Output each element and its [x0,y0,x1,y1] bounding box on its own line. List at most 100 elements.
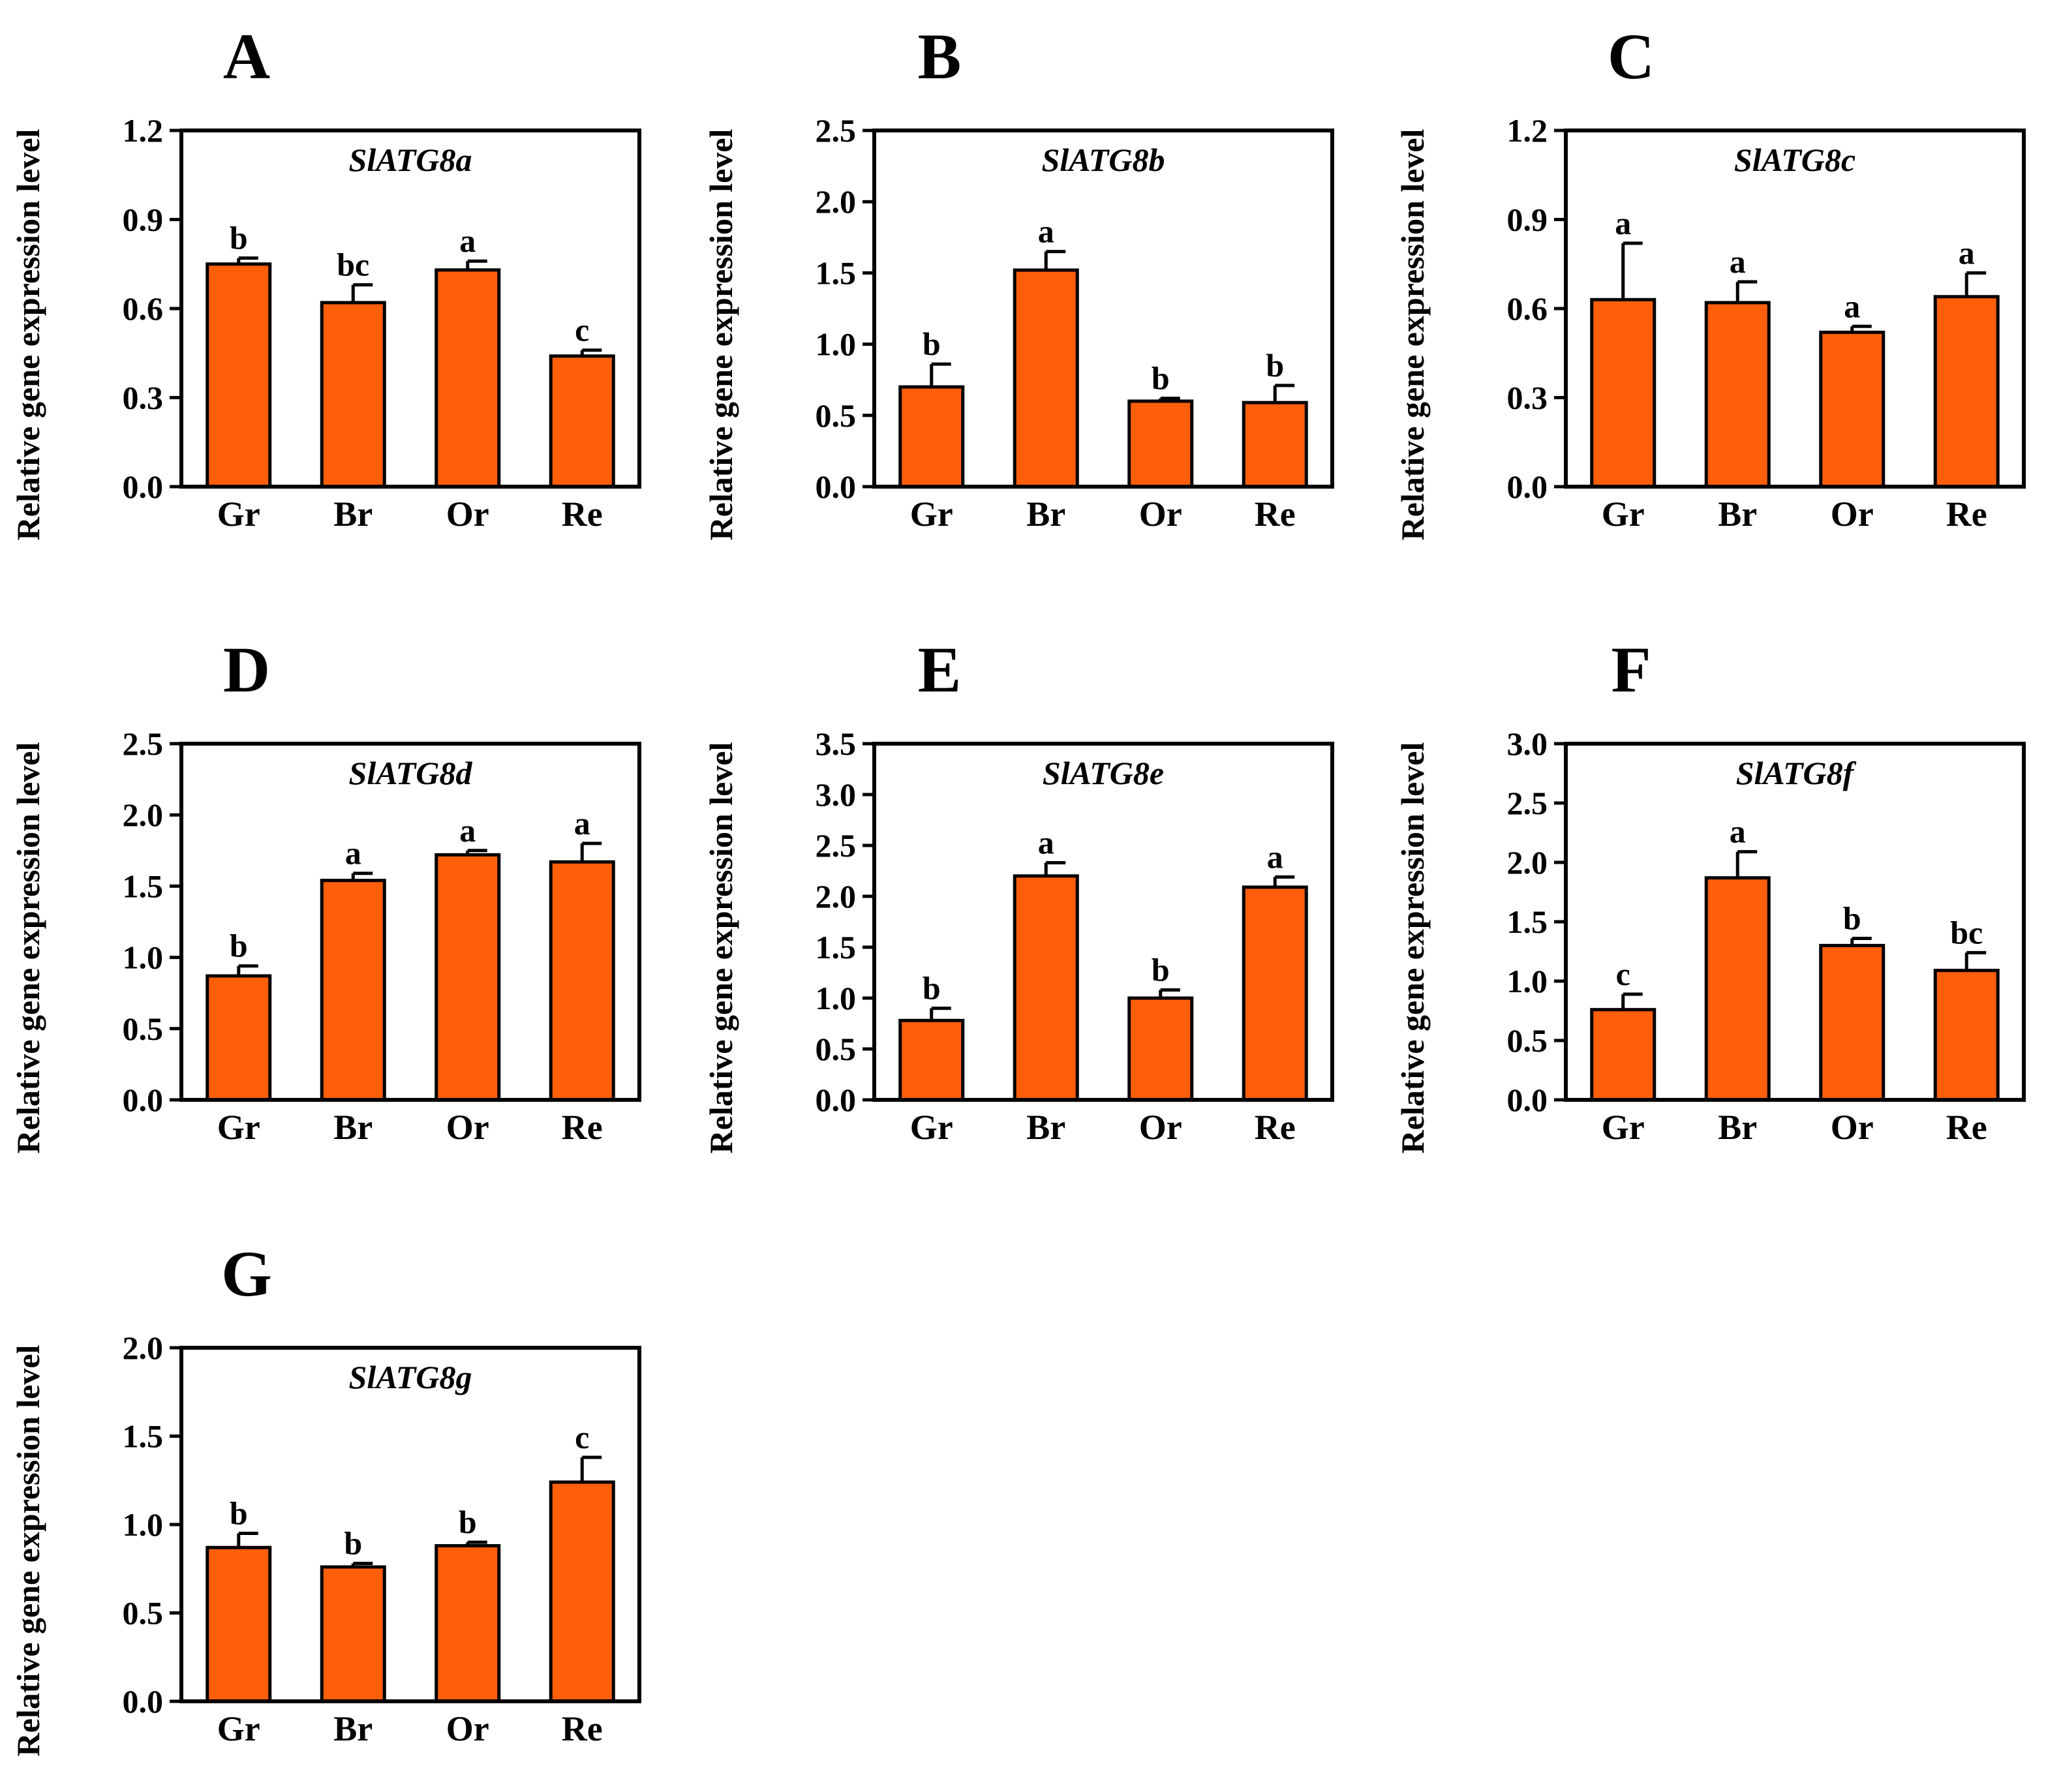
y-tick-label: 0.3 [1507,380,1548,416]
y-tick-label: 2.5 [123,725,164,762]
y-tick-label: 2.0 [1507,844,1548,881]
panel-letter: F [1611,633,1651,706]
bar-or [435,853,501,1102]
x-tick-label: Or [1139,494,1182,534]
significance-label: b [1843,900,1861,936]
x-tick-label: Or [1831,494,1874,534]
x-tick-label: Br [1718,1108,1757,1147]
x-tick-label: Br [1026,1108,1065,1147]
chart-title: SlATG8d [349,755,473,791]
chart-title: SlATG8e [1043,755,1164,791]
y-axis-title: Relative gene expression level [1394,129,1431,540]
y-tick-label: 1.5 [123,868,164,904]
y-tick-label: 2.0 [816,183,857,220]
significance-label: c [575,312,589,348]
significance-label: bc [1950,914,1983,950]
bar-or [1819,330,1886,489]
chart-title: SlATG8f [1736,755,1857,791]
y-tick-label: 0.0 [1507,1082,1548,1118]
significance-label: b [1152,952,1170,988]
significance-label: b [230,928,248,964]
y-tick-label: 0.0 [1507,468,1548,505]
y-tick-label: 0.0 [123,1683,164,1720]
significance-label: a [1730,243,1746,280]
panel-letter: C [1608,20,1655,93]
y-axis-title: Relative gene expression level [10,1344,46,1756]
chart-panel-f: F Relative gene expression level 0.0 0.5 1.0… [1394,633,2026,1153]
y-tick-label: 1.2 [1507,112,1548,149]
axes-frame [872,742,1334,1102]
bar-or [1127,399,1194,489]
chart-title: SlATG8g [349,1359,472,1395]
chart-panel-e: E Relative gene expression level 0.0 0.5 1.0… [703,633,1334,1153]
bar-re [1933,969,2000,1102]
y-tick-label: 0.0 [123,468,164,505]
bar-br [320,879,386,1102]
significance-label: c [575,1419,589,1455]
panel-letter: B [918,20,962,93]
x-tick-label: Or [1139,1108,1182,1147]
significance-label: a [1844,288,1860,324]
significance-label: b [923,326,941,362]
y-tick-label: 0.3 [123,380,164,416]
x-tick-label: Gr [1602,494,1645,534]
y-tick-label: 1.2 [123,112,164,149]
chart-title: SlATG8b [1042,142,1165,178]
significance-label: a [459,812,476,849]
significance-label: a [1038,825,1054,861]
y-tick-label: 1.0 [816,326,857,363]
x-tick-label: Br [333,494,373,534]
significance-label: bc [337,247,369,283]
y-tick-label: 1.0 [1507,963,1548,999]
bar-gr [206,1545,272,1703]
axes-frame [1564,129,2026,489]
y-tick-label: 0.5 [123,1010,164,1047]
significance-label: a [1959,234,1975,271]
y-tick-label: 0.5 [1507,1022,1548,1059]
y-tick-label: 3.0 [816,776,857,813]
chart-panel-g: G Relative gene expression level 0.0 0.5 1.0… [10,1238,641,1756]
significance-label: a [1615,205,1631,241]
x-tick-label: Gr [217,1709,260,1748]
significance-label: a [574,805,590,842]
chart-panel-d: D Relative gene expression level 0.0 0.5 1.0… [10,633,641,1153]
y-tick-label: 0.9 [1507,202,1548,238]
y-tick-label: 3.0 [1507,725,1548,762]
y-tick-label: 0.5 [123,1595,164,1632]
y-tick-label: 0.6 [123,290,164,327]
y-tick-label: 0.0 [123,1082,164,1118]
bar-gr [1590,297,1657,489]
y-tick-label: 0.5 [816,397,857,434]
x-tick-label: Re [562,1108,603,1147]
x-tick-label: Or [446,494,489,534]
bar-re [1242,885,1308,1102]
bar-re [1933,295,2000,489]
significance-label: a [1267,838,1283,875]
significance-label: a [1038,213,1054,250]
significance-label: b [230,220,248,256]
y-axis-title: Relative gene expression level [10,129,46,540]
significance-label: a [345,835,361,872]
x-tick-label: Br [1718,494,1757,534]
bar-gr [898,1018,965,1102]
y-tick-label: 2.5 [816,112,857,149]
axes-frame [179,129,641,489]
x-tick-label: Re [1255,494,1296,534]
bar-or [1127,996,1194,1102]
y-tick-label: 0.9 [123,202,164,238]
bar-re [1242,401,1308,489]
axes-frame [1564,742,2026,1102]
x-tick-label: Re [562,494,603,534]
y-tick-label: 0.6 [1507,290,1548,327]
x-tick-label: Re [1946,494,1987,534]
chart-title: SlATG8c [1734,142,1855,178]
x-tick-label: Br [333,1709,373,1748]
bar-br [1013,268,1079,489]
x-tick-label: Br [333,1108,373,1147]
bar-re [549,1480,615,1703]
y-tick-label: 1.5 [816,254,857,291]
y-tick-label: 1.0 [123,1506,164,1543]
bar-gr [898,385,965,489]
y-axis-title: Relative gene expression level [1394,742,1431,1153]
